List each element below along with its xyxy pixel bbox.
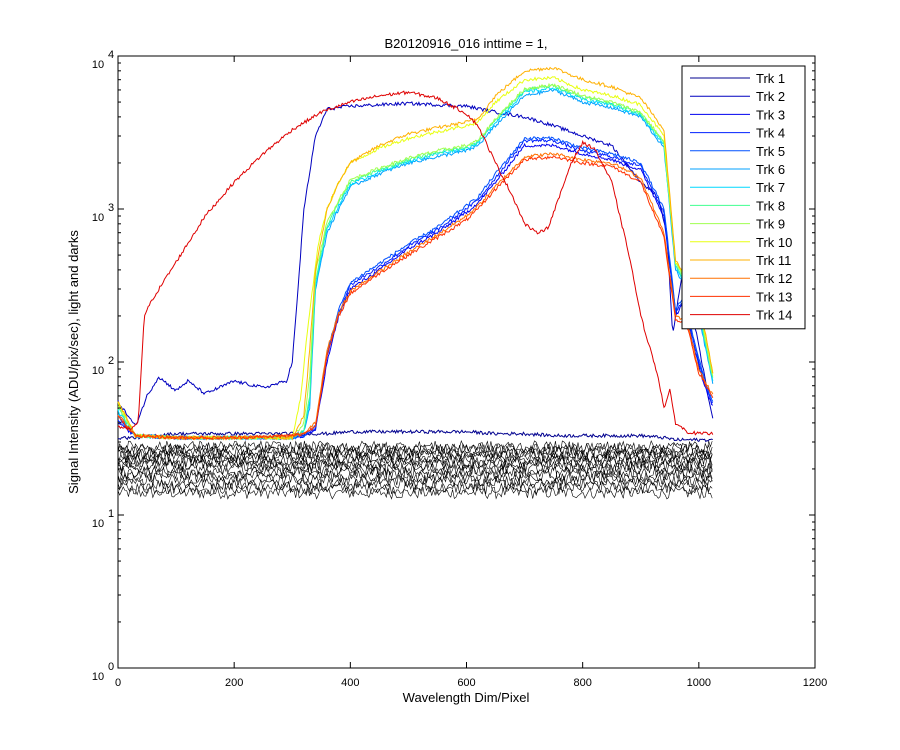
legend-label-trk-2: Trk 2 <box>756 89 785 104</box>
legend-label-trk-3: Trk 3 <box>756 107 785 122</box>
legend-label-trk-8: Trk 8 <box>756 198 785 213</box>
legend-label-trk-4: Trk 4 <box>756 126 785 141</box>
dark-frame-line-5 <box>117 469 713 484</box>
x-tick-label: 200 <box>225 677 243 689</box>
legend-label-trk-9: Trk 9 <box>756 217 785 232</box>
dark-frames-layer <box>117 439 713 500</box>
y-tick-label-exponent: 2 <box>108 355 114 367</box>
dark-frame-line-13 <box>117 444 713 459</box>
series-line-trk-13 <box>117 155 714 441</box>
legend-label-trk-11: Trk 11 <box>756 253 791 268</box>
dark-frame-line-1 <box>117 486 713 500</box>
legend-label-trk-5: Trk 5 <box>756 144 785 159</box>
series-line-trk-9 <box>117 82 714 441</box>
legend-label-trk-6: Trk 6 <box>756 162 785 177</box>
x-tick-label: 1200 <box>803 677 827 689</box>
series-layer <box>117 66 714 443</box>
legend: Trk 1 Trk 2 Trk 3 Trk 4 Trk 5 Trk 6 Trk 7 Trk 8… <box>681 65 806 330</box>
chart-title: B20120916_016 inttime = 1, <box>385 36 548 51</box>
legend-label-trk-13: Trk 13 <box>756 289 792 304</box>
y-tick-label-exponent: 1 <box>108 508 114 520</box>
y-tick-label-exponent: 0 <box>108 661 114 673</box>
y-tick-label-exponent: 3 <box>108 202 114 214</box>
dark-frame-line-15 <box>117 439 713 454</box>
y-axis-label: Signal Intensity (ADU/pix/sec), light an… <box>66 230 81 494</box>
x-tick-label: 600 <box>457 677 475 689</box>
y-tick-label-base: 10 <box>92 212 104 224</box>
x-tick-label: 800 <box>573 677 591 689</box>
legend-label-trk-10: Trk 10 <box>756 235 792 250</box>
x-tick-label: 1000 <box>687 677 711 689</box>
x-axis-label: Wavelength Dim/Pixel <box>403 690 530 705</box>
x-tick-label: 400 <box>341 677 359 689</box>
legend-label-trk-1: Trk 1 <box>756 71 785 86</box>
dark-frame-line-6 <box>117 465 713 480</box>
dark-frame-line-4 <box>117 472 713 488</box>
series-line-trk-2 <box>117 101 714 426</box>
legend-box <box>681 65 806 330</box>
series-line-trk-1 <box>117 429 713 443</box>
series-line-trk-12 <box>117 151 714 441</box>
dark-frame-line-7 <box>117 462 713 477</box>
axes-layer: 0 200 400 600 800 1000 1200 10 0 10 1 10 2 10 3 10 4 <box>92 49 827 689</box>
y-tick-label-exponent: 4 <box>108 49 114 61</box>
y-tick-label-base: 10 <box>92 59 104 71</box>
legend-label-trk-14: Trk 14 <box>756 308 792 323</box>
x-tick-label: 0 <box>115 677 121 689</box>
y-tick-label-base: 10 <box>92 365 104 377</box>
y-tick-label-base: 10 <box>92 671 104 683</box>
legend-label-trk-7: Trk 7 <box>756 180 785 195</box>
dark-frame-line-3 <box>117 477 713 491</box>
legend-label-trk-12: Trk 12 <box>756 271 792 286</box>
dark-frame-line-8 <box>117 458 713 473</box>
series-line-trk-14 <box>117 90 714 436</box>
y-tick-label-base: 10 <box>92 518 104 530</box>
